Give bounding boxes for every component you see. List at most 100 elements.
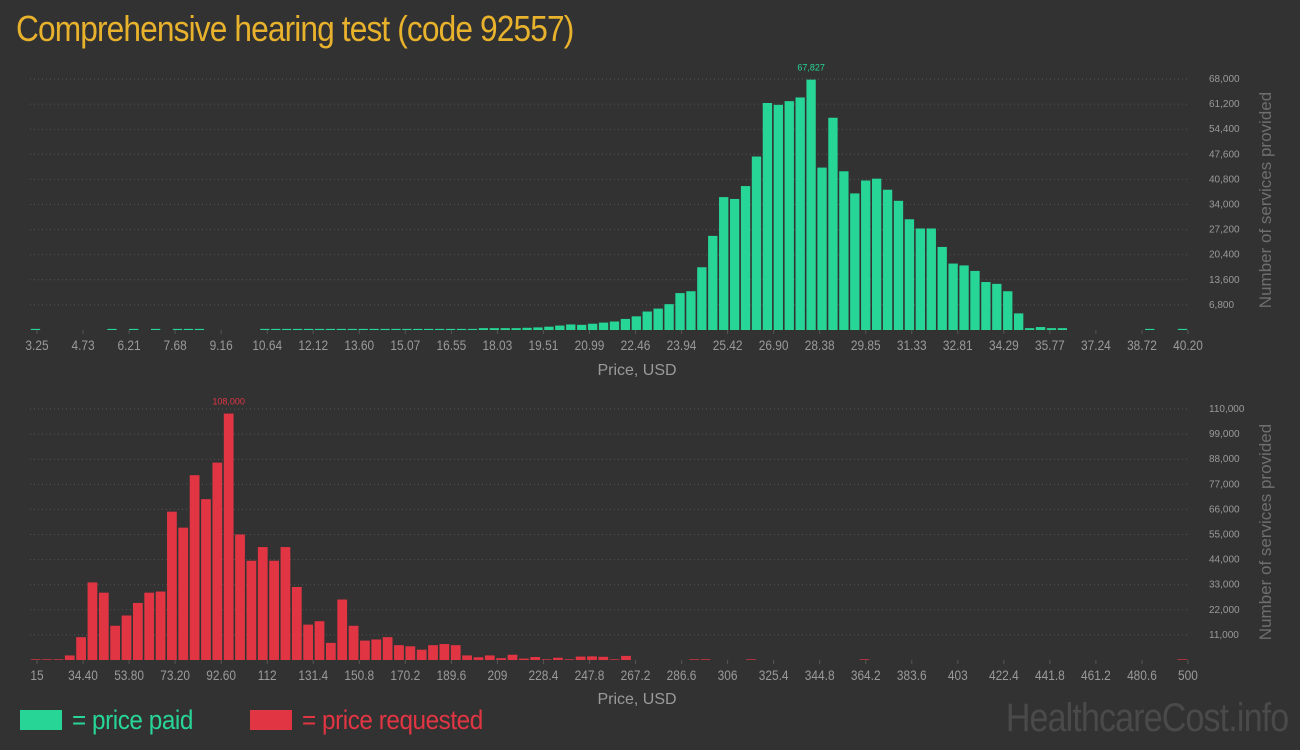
bar <box>507 654 518 660</box>
bar <box>402 328 412 330</box>
bar <box>631 316 641 330</box>
x-tick-label: 4.73 <box>71 337 94 353</box>
bar <box>817 167 827 330</box>
y-tick-label: 55,000 <box>1209 530 1240 541</box>
bar <box>511 328 521 330</box>
bar <box>413 328 423 330</box>
y-tick-label: 47,600 <box>1209 149 1240 160</box>
bar <box>577 324 587 330</box>
bar <box>598 322 609 330</box>
bar <box>1046 328 1057 330</box>
x-tick-label: 364.2 <box>851 667 881 683</box>
bar <box>500 328 510 330</box>
x-tick-label: 286.6 <box>667 667 697 683</box>
x-axis-label: Price, USD <box>597 362 676 379</box>
bar <box>291 586 302 660</box>
x-tick-label: 325.4 <box>759 667 789 683</box>
x-tick-label: 15 <box>30 667 43 683</box>
bar <box>292 328 303 330</box>
bar <box>970 270 980 330</box>
bar <box>1035 327 1046 330</box>
bar <box>42 659 52 660</box>
bar <box>456 328 467 330</box>
bar <box>598 656 609 660</box>
x-tick-label: 29.85 <box>851 337 881 353</box>
bar <box>121 615 132 660</box>
bar <box>697 267 707 330</box>
max-value-label: 67,827 <box>797 63 825 73</box>
y-tick-label: 54,400 <box>1209 124 1240 135</box>
bar <box>937 246 947 330</box>
bar <box>1177 328 1188 330</box>
bar <box>76 637 86 660</box>
legend-price-paid: = price paid <box>20 704 206 736</box>
bar <box>729 198 740 330</box>
bar <box>1057 328 1068 330</box>
bar <box>555 325 565 330</box>
bar <box>859 659 870 660</box>
bar <box>478 328 489 330</box>
bar <box>926 228 936 330</box>
bar <box>484 655 495 660</box>
x-tick-label: 306 <box>718 667 738 683</box>
bar <box>664 304 674 330</box>
x-tick-label: 131.4 <box>298 667 328 683</box>
bar <box>107 328 117 330</box>
bar <box>587 656 597 660</box>
bar <box>150 328 161 330</box>
x-tick-label: 170.2 <box>390 667 420 683</box>
bar <box>110 625 121 660</box>
x-tick-label: 92.60 <box>206 667 236 683</box>
y-tick-label: 22,000 <box>1209 605 1240 616</box>
y-tick-label: 6,800 <box>1209 300 1234 311</box>
bar <box>839 171 849 330</box>
legend-label-requested: = price requested <box>302 704 483 735</box>
bar <box>621 655 631 660</box>
x-tick-label: 3.25 <box>25 337 48 353</box>
bar <box>391 328 401 330</box>
x-tick-label: 38.72 <box>1127 337 1157 353</box>
bar <box>257 547 268 660</box>
bar <box>371 639 382 660</box>
bar <box>348 625 359 660</box>
bar <box>235 534 245 660</box>
bar <box>496 658 507 660</box>
page-title: Comprehensive hearing test (code 92557) <box>16 8 574 49</box>
bar <box>871 178 882 330</box>
x-tick-label: 209 <box>487 667 507 683</box>
bar <box>553 657 563 660</box>
bar <box>280 547 291 660</box>
bar <box>708 235 718 330</box>
x-tick-label: 344.8 <box>805 667 835 683</box>
bar <box>87 582 98 660</box>
bar <box>462 655 472 660</box>
x-tick-label: 480.6 <box>1127 667 1157 683</box>
x-tick-label: 40.20 <box>1173 337 1203 353</box>
y-tick-label: 61,200 <box>1209 99 1240 110</box>
y-tick-label: 34,000 <box>1209 200 1240 211</box>
x-tick-label: 10.64 <box>252 337 282 353</box>
y-tick-label: 99,000 <box>1209 429 1240 440</box>
bar <box>981 282 991 330</box>
y-tick-label: 40,800 <box>1209 174 1240 185</box>
bar <box>686 291 696 330</box>
max-value-label: 108,000 <box>212 397 245 407</box>
bar <box>850 193 860 330</box>
x-tick-label: 13.60 <box>344 337 374 353</box>
bar <box>1177 659 1188 660</box>
site-watermark: HealthcareCost.info <box>1005 696 1289 740</box>
bar <box>269 560 279 660</box>
bar <box>428 645 438 660</box>
bar <box>773 104 783 331</box>
y-tick-label: 13,600 <box>1209 275 1240 286</box>
bar <box>271 328 281 330</box>
legend-price-requested: = price requested <box>250 704 503 736</box>
bar <box>450 645 461 660</box>
bar <box>828 117 838 330</box>
y-tick-label: 44,000 <box>1209 555 1240 566</box>
x-tick-label: 22.46 <box>621 337 651 353</box>
bar <box>325 328 336 330</box>
bar <box>915 228 926 330</box>
bar <box>467 328 478 330</box>
bar <box>212 462 223 660</box>
